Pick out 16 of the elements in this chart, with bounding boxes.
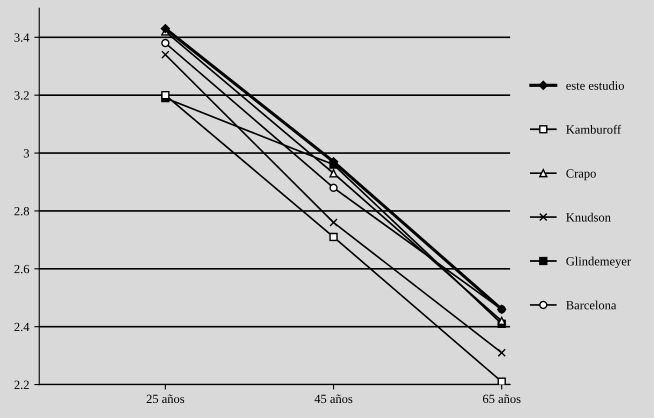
legend-label: Crapo [566, 169, 596, 180]
x-tick-label: 45 años [314, 394, 352, 404]
y-tick-label: 2.6 [14, 264, 30, 274]
y-tick-label: 3.2 [14, 91, 29, 100]
legend-label: Knudson [566, 212, 611, 222]
y-tick-label: 3 [24, 149, 30, 158]
y-tick-label: 2.8 [14, 206, 30, 216]
legend-label: Glindemeyer [566, 256, 631, 268]
x-tick-label: 65 años [482, 394, 521, 404]
y-tick-label: 2.2 [14, 380, 29, 390]
legend-label: Barcelona [566, 300, 616, 310]
x-tick-label: 25 años [146, 394, 184, 404]
y-tick-label: 2.4 [14, 322, 30, 332]
y-tick-label: 3.4 [14, 33, 30, 42]
legend-label: Kamburoff [566, 124, 622, 134]
legend-label: este estudio [566, 81, 624, 90]
